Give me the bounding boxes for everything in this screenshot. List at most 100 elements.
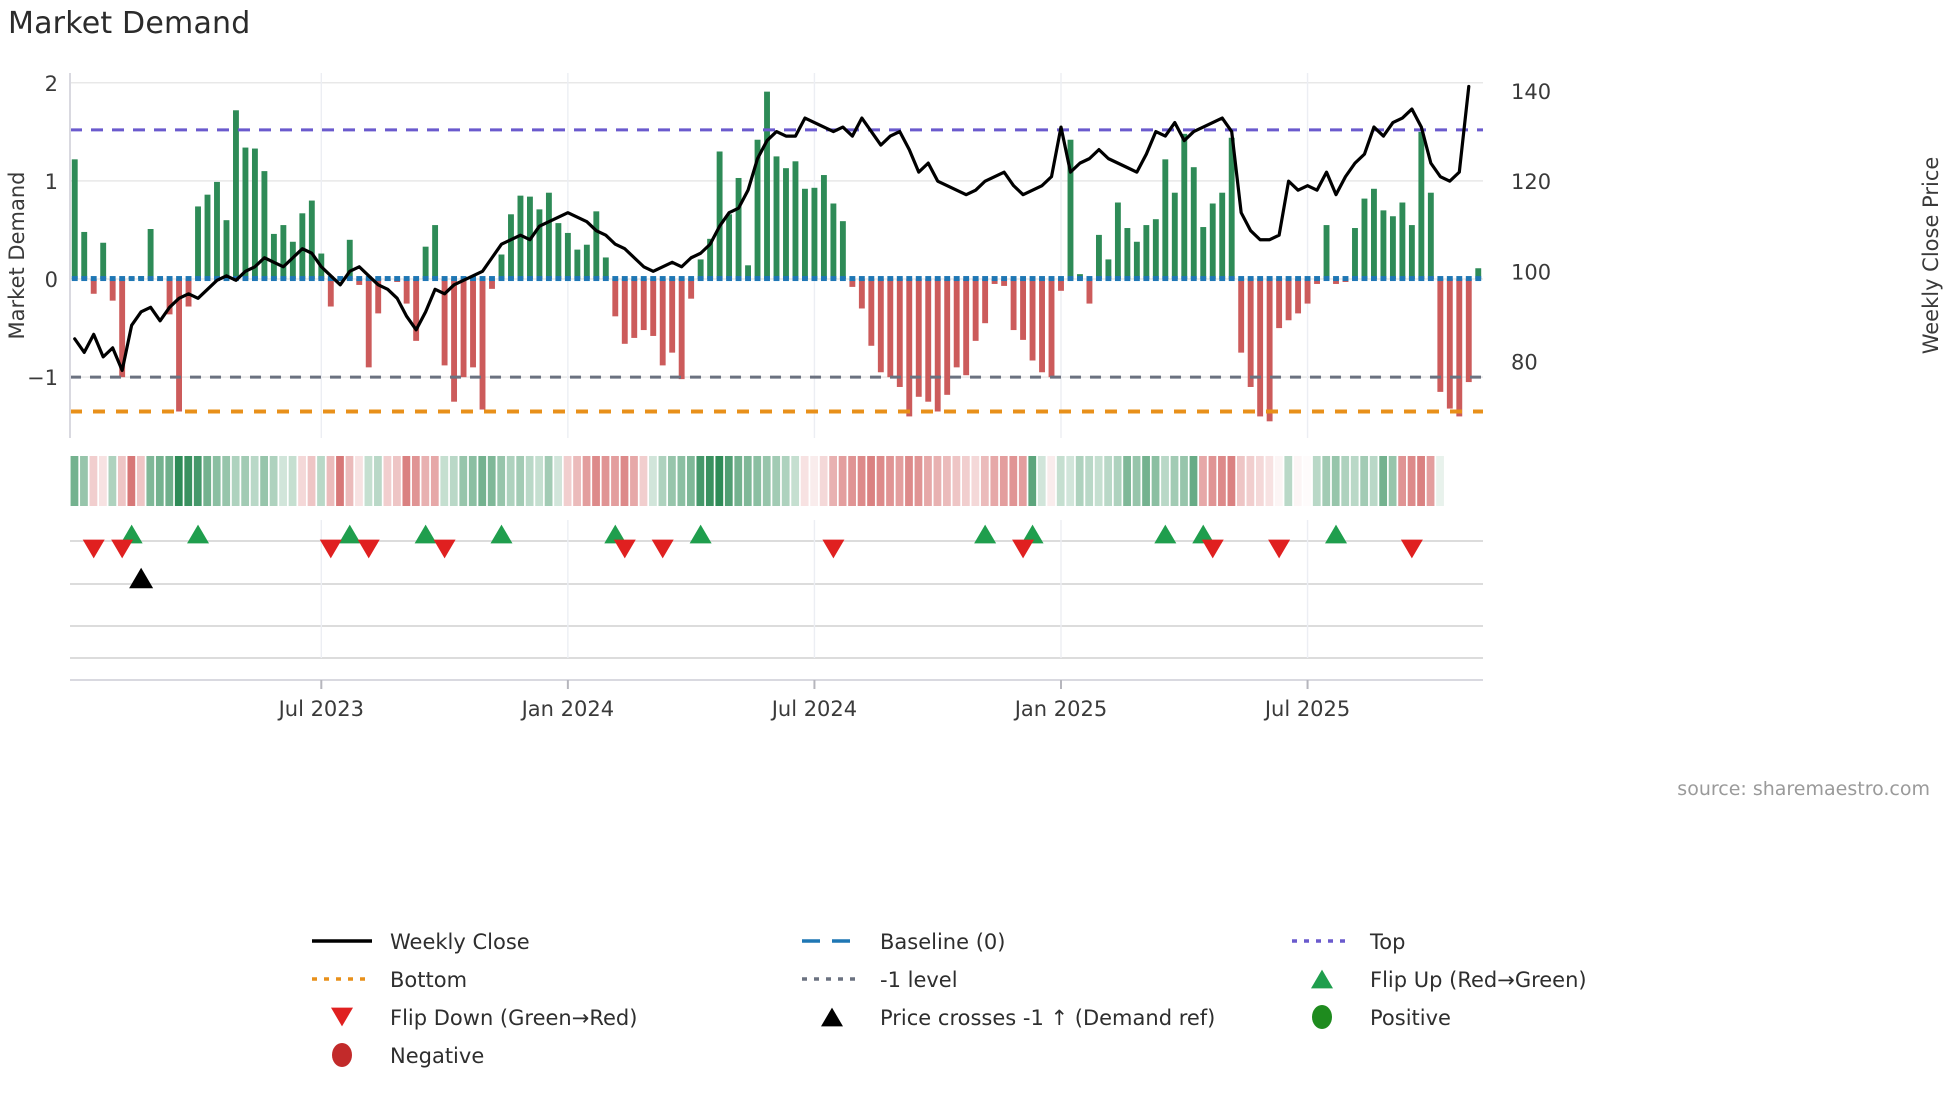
demand-bar — [1152, 219, 1159, 280]
baseline-segment — [1352, 276, 1358, 282]
heatmap-cell — [639, 456, 648, 506]
demand-bar — [545, 192, 552, 280]
legend-item[interactable]: Flip Up (Red→Green) — [1311, 968, 1587, 992]
heatmap-cell — [1123, 456, 1131, 506]
flip-down-marker — [613, 539, 636, 559]
heatmap-cell — [478, 456, 487, 506]
demand-bar — [773, 156, 780, 280]
flip-up-marker — [338, 524, 361, 544]
heatmap-cell — [876, 456, 885, 506]
baseline-segment — [508, 276, 514, 282]
demand-bar — [678, 279, 685, 380]
baseline-segment — [109, 276, 116, 282]
heatmap-cell — [307, 456, 316, 506]
legend-triangle-up-icon — [821, 1007, 843, 1027]
demand-bar — [953, 279, 960, 368]
demand-bar — [375, 279, 382, 314]
demand-bar — [1114, 202, 1121, 280]
heatmap-cell — [791, 456, 800, 506]
baseline-segment — [906, 276, 913, 282]
baseline-segment — [574, 276, 581, 282]
baseline-segment — [868, 276, 875, 282]
heatmap-cell — [1417, 456, 1425, 506]
demand-bar — [1228, 137, 1235, 280]
heatmap-cell — [914, 456, 923, 506]
baseline-segment — [90, 276, 97, 282]
flip-up-marker — [490, 524, 513, 544]
heatmap-cell — [1085, 456, 1094, 506]
baseline-segment — [346, 276, 353, 282]
demand-bar — [925, 279, 932, 402]
legend-item[interactable]: Top — [1292, 930, 1405, 954]
demand-bar — [944, 279, 951, 395]
baseline-segment — [555, 276, 562, 282]
baseline-segment — [394, 276, 401, 282]
baseline-segment — [1181, 276, 1188, 282]
baseline-segment — [953, 276, 960, 282]
demand-bar — [982, 279, 989, 324]
baseline-segment — [764, 276, 770, 282]
demand-bar — [764, 91, 770, 280]
demand-bar — [242, 147, 249, 280]
baseline-segment — [1295, 276, 1302, 282]
legend-item[interactable]: Positive — [1312, 1005, 1451, 1030]
heatmap-cell — [1255, 456, 1264, 506]
baseline-segment — [1418, 276, 1425, 282]
legend-item[interactable]: Weekly Close — [312, 930, 530, 954]
baseline-segment — [697, 276, 704, 282]
baseline-segment — [564, 276, 571, 282]
demand-bar — [887, 279, 894, 378]
baseline-segment — [716, 276, 723, 282]
heatmap-cell — [630, 456, 638, 506]
demand-bar — [1067, 139, 1074, 280]
heatmap-cell — [1009, 456, 1018, 506]
heatmap-cell — [1151, 456, 1160, 506]
legend-item[interactable]: Bottom — [312, 968, 467, 992]
baseline-segment — [422, 276, 429, 282]
heatmap-cell — [203, 456, 212, 506]
heatmap-cell — [800, 456, 809, 506]
heatmap-cell — [1341, 456, 1350, 506]
heatmap-cell — [279, 456, 287, 506]
legend-item[interactable]: Price crosses -1 ↑ (Demand ref) — [821, 1006, 1215, 1030]
right-tick-label: 140 — [1511, 80, 1551, 104]
demand-bar — [1095, 234, 1102, 280]
demand-bar — [432, 225, 439, 280]
baseline-segment — [1389, 276, 1396, 282]
baseline-segment — [640, 276, 647, 282]
legend-label: Baseline (0) — [880, 930, 1005, 954]
baseline-segment — [820, 276, 827, 282]
demand-bar — [896, 279, 903, 387]
baseline-segment — [1475, 276, 1482, 282]
legend-item[interactable]: -1 level — [802, 968, 958, 992]
demand-bar — [1371, 188, 1377, 280]
demand-bar — [100, 242, 107, 280]
demand-bar — [915, 279, 922, 397]
heatmap-cell — [535, 456, 544, 506]
demand-bar — [536, 209, 543, 280]
legend-item[interactable]: Negative — [332, 1043, 484, 1068]
price-cross-marker — [129, 567, 154, 589]
heatmap-cell — [506, 456, 515, 506]
heatmap-cell — [971, 456, 980, 506]
baseline-segment — [1333, 276, 1339, 282]
baseline-segment — [1105, 276, 1112, 282]
heatmap-cell — [269, 456, 278, 506]
legend-item[interactable]: Baseline (0) — [802, 930, 1005, 954]
demand-bar — [1446, 279, 1453, 409]
legend-item[interactable]: Flip Down (Green→Red) — [331, 1006, 637, 1030]
demand-bar — [1475, 268, 1482, 280]
demand-bar — [204, 194, 211, 280]
heatmap-cell — [1056, 456, 1065, 506]
demand-bar — [119, 279, 126, 378]
demand-bar — [308, 200, 315, 280]
demand-bar — [1389, 216, 1396, 280]
flip-down-marker — [357, 539, 380, 559]
baseline-segment — [669, 276, 676, 282]
baseline-segment — [176, 276, 182, 282]
demand-bar — [1200, 227, 1207, 280]
baseline-segment — [365, 276, 372, 282]
heatmap-cell — [848, 456, 856, 506]
baseline-segment — [337, 276, 344, 282]
baseline-segment — [375, 276, 382, 282]
